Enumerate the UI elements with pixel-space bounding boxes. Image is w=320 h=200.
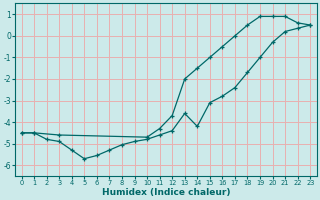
X-axis label: Humidex (Indice chaleur): Humidex (Indice chaleur): [102, 188, 230, 197]
